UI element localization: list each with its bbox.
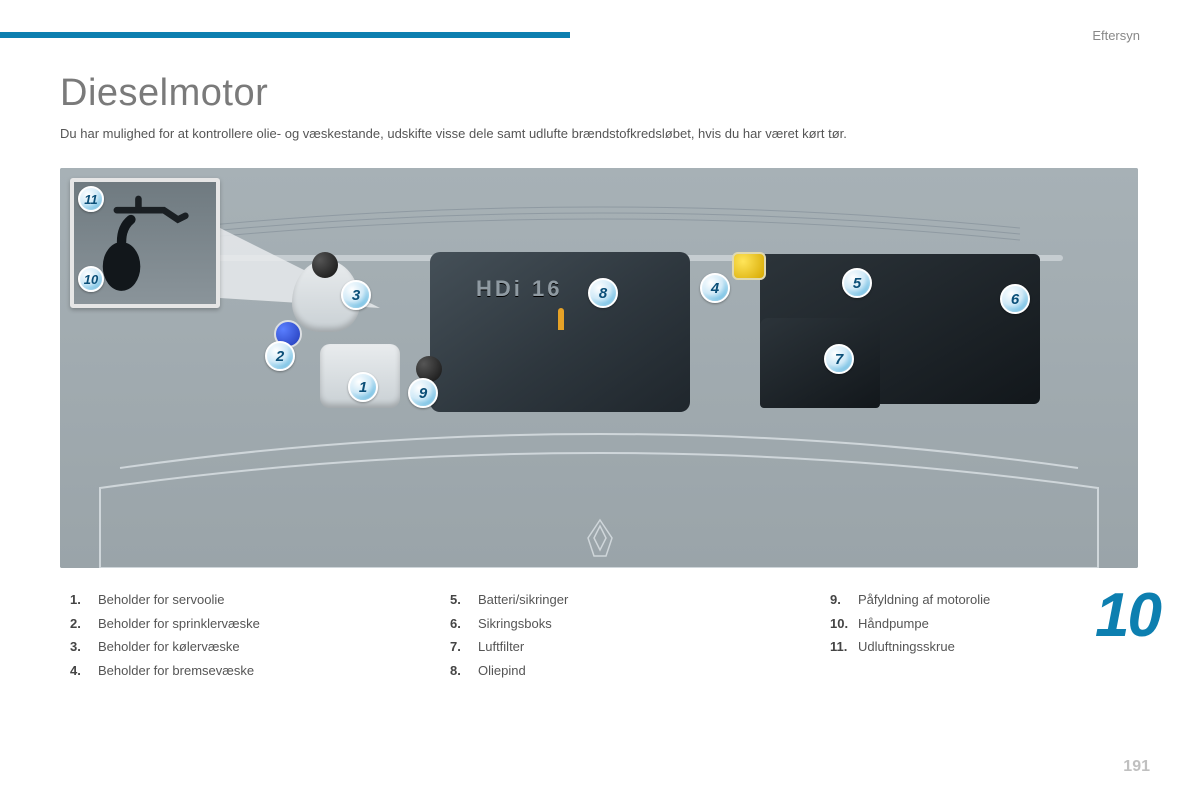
- engine-diagram: HDi 16 1 2 3 4 5 6 7 8 9 10 11: [60, 168, 1138, 568]
- callout-10: 10: [78, 266, 104, 292]
- legend-num: 2.: [70, 614, 98, 634]
- airfilter-box: [760, 318, 880, 408]
- legend-col-2: 5.Batteri/sikringer6.Sikringsboks7.Luftf…: [450, 590, 820, 684]
- legend-text: Beholder for kølervæske: [98, 637, 240, 657]
- legend-text: Håndpumpe: [858, 614, 929, 634]
- legend-text: Oliepind: [478, 661, 526, 681]
- legend-item: 6.Sikringsboks: [450, 614, 820, 634]
- legend-item: 11.Udluftningsskrue: [830, 637, 1110, 657]
- legend-item: 9.Påfyldning af motorolie: [830, 590, 1110, 610]
- callout-7: 7: [824, 344, 854, 374]
- callout-3: 3: [341, 280, 371, 310]
- legend-item: 10.Håndpumpe: [830, 614, 1110, 634]
- legend-text: Sikringsboks: [478, 614, 552, 634]
- legend-num: 3.: [70, 637, 98, 657]
- legend-item: 1.Beholder for servoolie: [70, 590, 440, 610]
- legend-text: Beholder for bremsevæske: [98, 661, 254, 681]
- legend-item: 8.Oliepind: [450, 661, 820, 681]
- chapter-number: 10: [1095, 580, 1160, 651]
- legend-num: 5.: [450, 590, 478, 610]
- section-label: Eftersyn: [1092, 28, 1140, 43]
- legend-col-1: 1.Beholder for servoolie2.Beholder for s…: [70, 590, 440, 684]
- callout-8: 8: [588, 278, 618, 308]
- callout-11: 11: [78, 186, 104, 212]
- intro-text: Du har mulighed for at kontrollere olie-…: [60, 126, 847, 141]
- legend-item: 3.Beholder for kølervæske: [70, 637, 440, 657]
- legend-num: 8.: [450, 661, 478, 681]
- legend-text: Beholder for sprinklervæske: [98, 614, 260, 634]
- legend-num: 11.: [830, 637, 858, 657]
- legend-item: 4.Beholder for bremsevæske: [70, 661, 440, 681]
- legend-num: 1.: [70, 590, 98, 610]
- callout-1: 1: [348, 372, 378, 402]
- legend-text: Udluftningsskrue: [858, 637, 955, 657]
- legend-item: 2.Beholder for sprinklervæske: [70, 614, 440, 634]
- coolant-cap: [312, 252, 338, 278]
- callout-2: 2: [265, 341, 295, 371]
- legend-text: Luftfilter: [478, 637, 524, 657]
- dipstick-icon: [558, 308, 564, 330]
- legend-text: Påfyldning af motorolie: [858, 590, 990, 610]
- legend-num: 9.: [830, 590, 858, 610]
- legend-text: Batteri/sikringer: [478, 590, 568, 610]
- accent-bar: [0, 32, 570, 38]
- page-number: 191: [1123, 758, 1150, 776]
- callout-9: 9: [408, 378, 438, 408]
- legend-num: 6.: [450, 614, 478, 634]
- callout-4: 4: [700, 273, 730, 303]
- page-title: Dieselmotor: [60, 72, 268, 115]
- legend-col-3: 9.Påfyldning af motorolie10.Håndpumpe11.…: [830, 590, 1110, 684]
- callout-6: 6: [1000, 284, 1030, 314]
- engine-cover-label: HDi 16: [476, 276, 562, 302]
- brake-fluid-cap: [732, 252, 766, 280]
- legend-num: 7.: [450, 637, 478, 657]
- callout-5: 5: [842, 268, 872, 298]
- legend-text: Beholder for servoolie: [98, 590, 224, 610]
- legend-item: 5.Batteri/sikringer: [450, 590, 820, 610]
- legend-num: 4.: [70, 661, 98, 681]
- legend-num: 10.: [830, 614, 858, 634]
- legend-item: 7.Luftfilter: [450, 637, 820, 657]
- legend: 1.Beholder for servoolie2.Beholder for s…: [70, 590, 1140, 684]
